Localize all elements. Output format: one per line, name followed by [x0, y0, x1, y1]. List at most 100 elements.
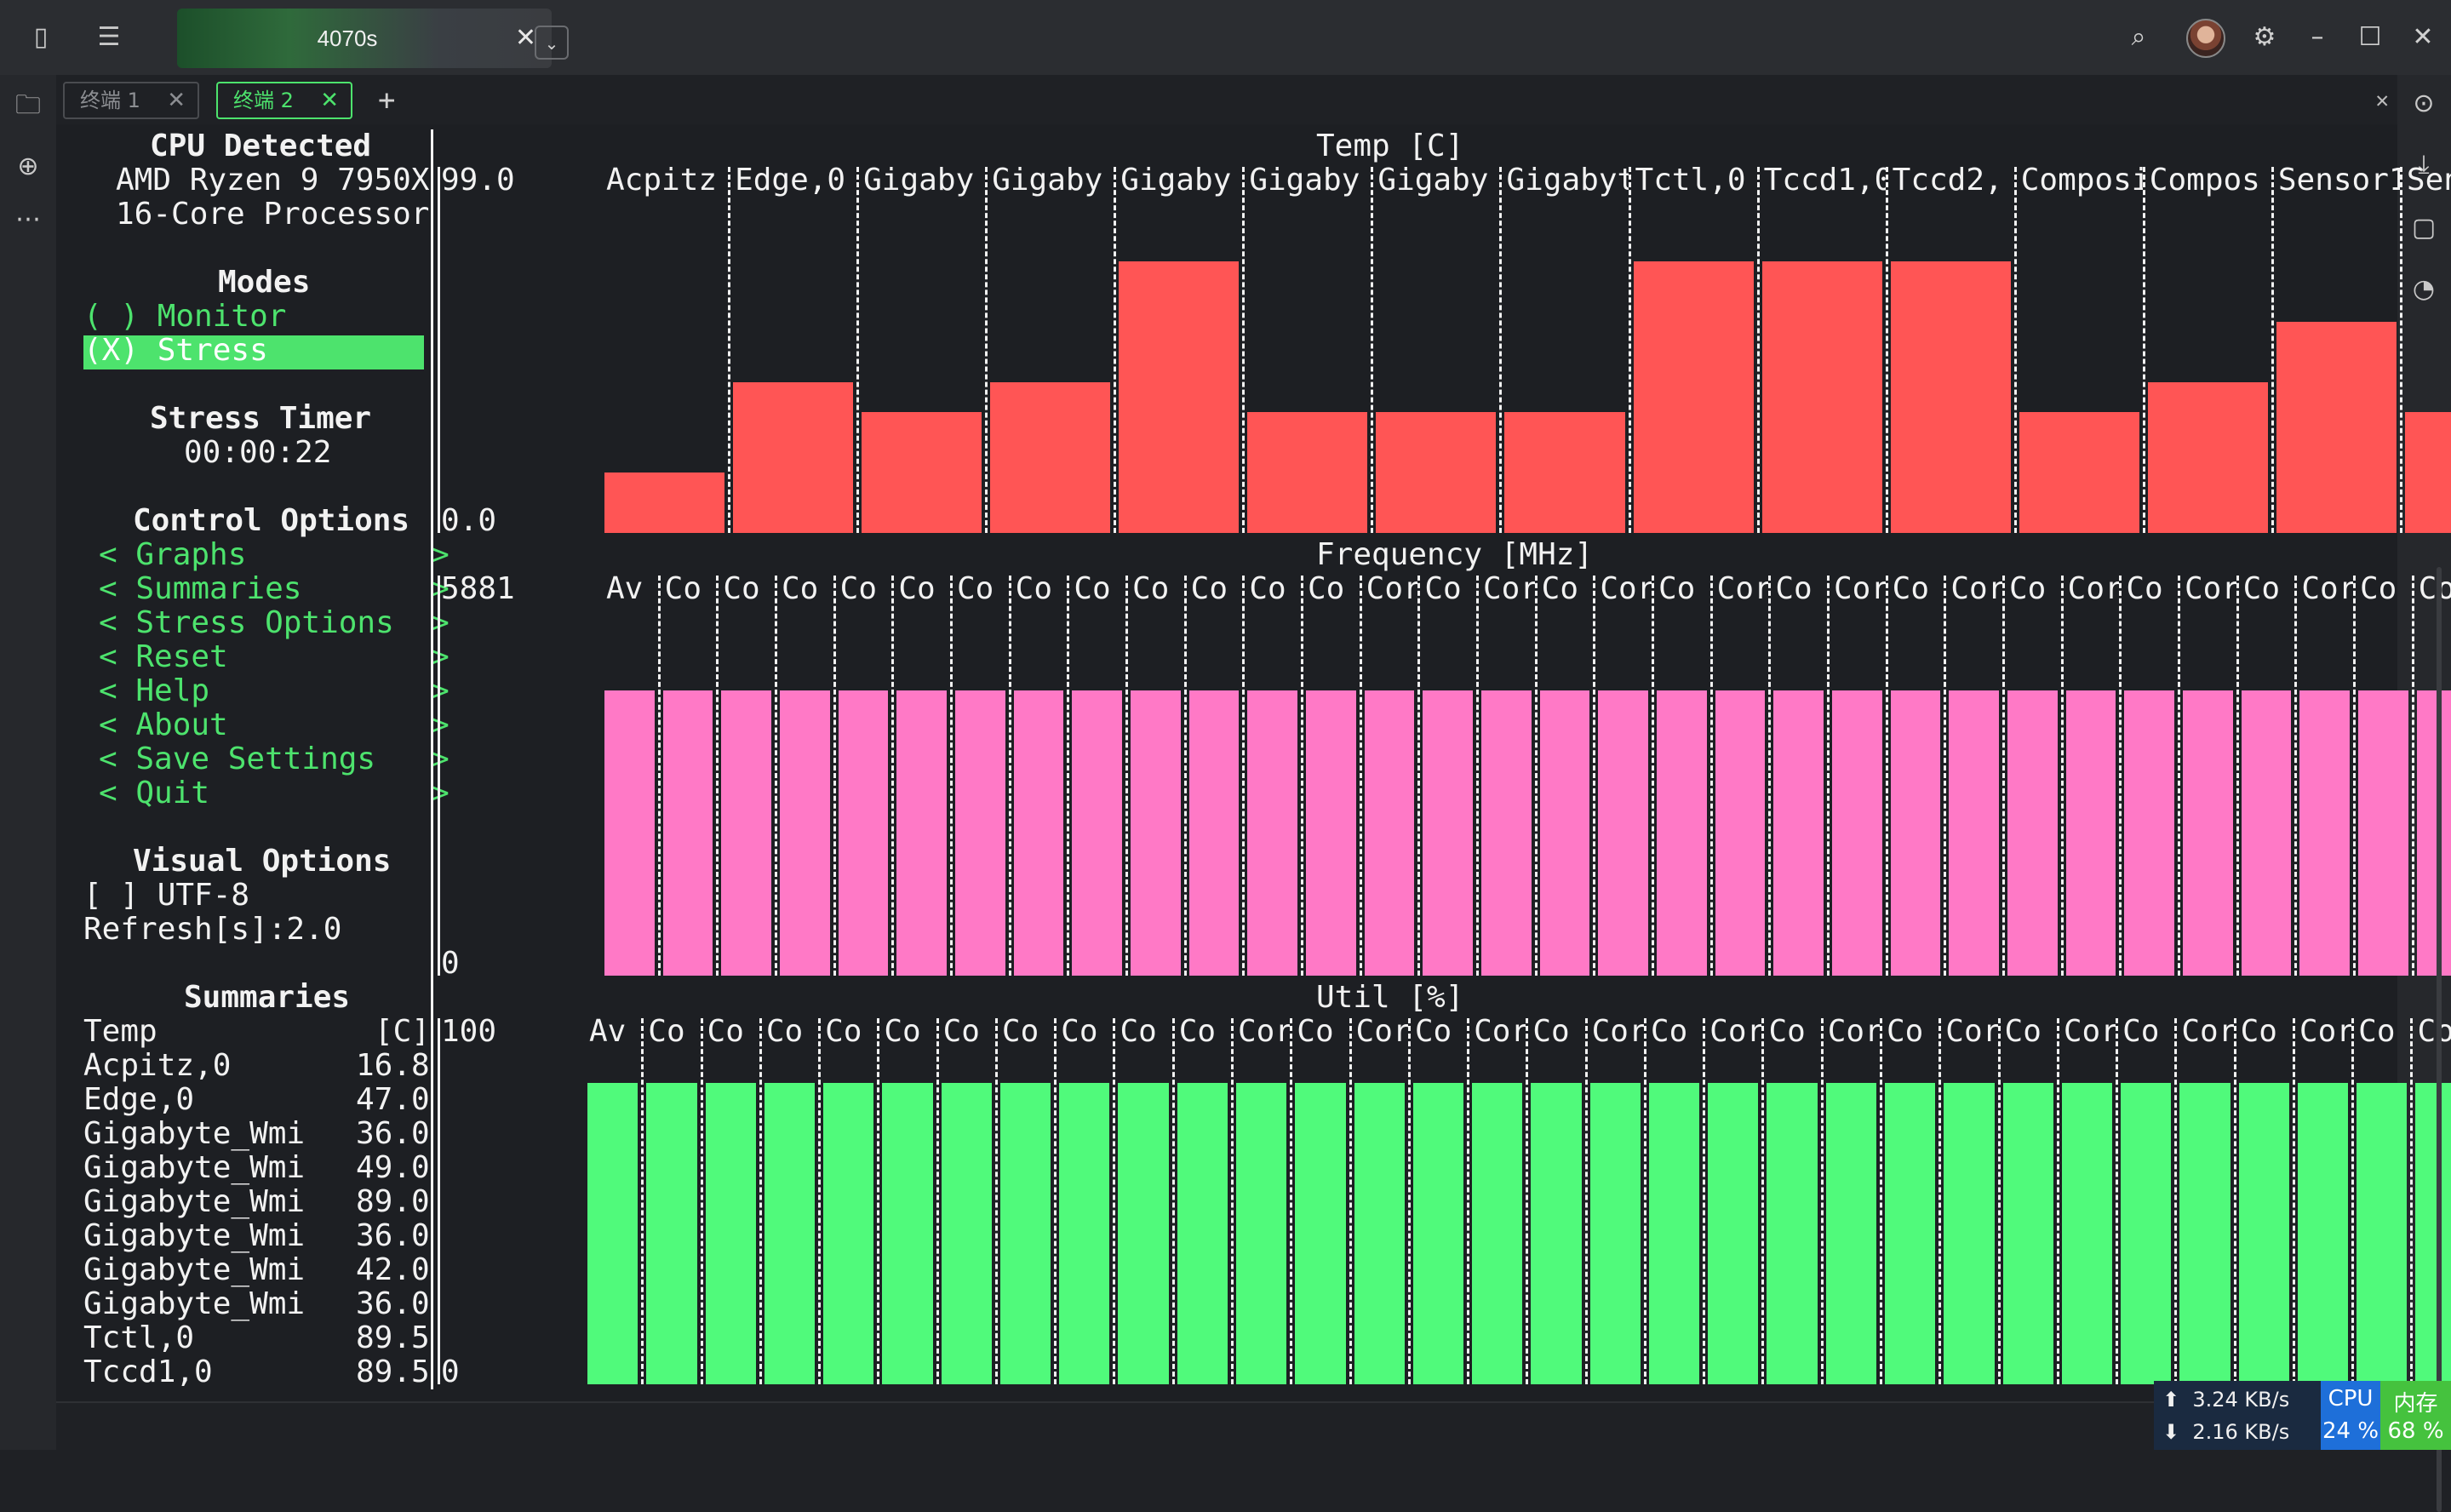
control-graphs[interactable]: < Graphs > — [99, 537, 450, 572]
session-tab-close-icon[interactable]: ✕ — [514, 24, 536, 52]
freq-column-separator — [1359, 576, 1362, 976]
util-column-separator — [994, 1018, 998, 1384]
freq-category-label: Co — [1308, 572, 1345, 606]
util-category-label: Cor — [2299, 1015, 2352, 1049]
close-tab-icon[interactable]: ✕ — [320, 88, 339, 113]
cpu-detected-title: CPU Detected — [150, 129, 372, 163]
close-pane-icon[interactable]: ✕ — [2375, 88, 2389, 113]
freq-category-label: Co — [1249, 572, 1286, 606]
freq-column-separator — [1242, 576, 1246, 976]
control-help[interactable]: < Help > — [99, 673, 450, 708]
util-bar — [1767, 1083, 1818, 1384]
temp-category-label: Gigabyt — [1506, 163, 1629, 198]
list-icon[interactable]: ☰ — [97, 22, 121, 52]
temp-bar — [862, 412, 982, 533]
temp-bar — [990, 382, 1111, 533]
freq-bar — [604, 690, 655, 976]
download-icon[interactable]: ⤓ — [2418, 150, 2430, 180]
freq-category-label: Co — [898, 572, 936, 606]
search-icon[interactable]: ⌕ — [2131, 22, 2146, 52]
mode-monitor-option[interactable]: ( ) Monitor — [83, 299, 287, 334]
control-about[interactable]: < About > — [99, 707, 450, 742]
control-summaries[interactable]: < Summaries > — [99, 571, 450, 606]
util-column-separator — [1171, 1018, 1175, 1384]
control-quit[interactable]: < Quit > — [99, 776, 450, 810]
download-speed: ⬇ 2.16 KB/s — [2162, 1420, 2290, 1444]
terminal-output[interactable]: CPU Detected AMD Ryzen 9 7950X 16-Core P… — [56, 124, 2451, 1512]
freq-bar — [1890, 690, 1941, 976]
util-column-separator — [1643, 1018, 1646, 1384]
util-category-label: Co — [1061, 1015, 1098, 1049]
control-reset[interactable]: < Reset > — [99, 639, 450, 674]
freq-category-label: Co — [2360, 572, 2397, 606]
scrollbar[interactable] — [2437, 567, 2442, 1512]
summary-row-value: 49.0 — [356, 1150, 430, 1185]
modes-title: Modes — [218, 265, 311, 300]
temp-column-separator — [1114, 167, 1117, 533]
util-column-separator — [700, 1018, 703, 1384]
freq-category-label: Cor — [2067, 572, 2120, 606]
visual-options-title: Visual Options — [133, 844, 392, 879]
summaries-title: Summaries — [184, 980, 351, 1015]
freq-column-separator — [1067, 576, 1070, 976]
target-icon[interactable]: ⊕ — [17, 152, 39, 181]
upload-icon[interactable]: ⊙ — [2413, 89, 2435, 118]
more-icon[interactable]: ⋯ — [15, 204, 41, 234]
utf8-checkbox[interactable]: [ ] UTF-8 — [83, 878, 250, 913]
freq-bar — [1715, 690, 1766, 976]
close-tab-icon[interactable]: ✕ — [167, 88, 186, 113]
bookmark-icon[interactable]: ▢ — [2411, 213, 2437, 243]
upload-speed: ⬆ 3.24 KB/s — [2162, 1388, 2290, 1412]
util-category-label: Co — [2240, 1015, 2277, 1049]
summary-row-value: 89.5 — [356, 1320, 430, 1355]
util-bar — [2357, 1083, 2408, 1384]
session-tab-active[interactable]: 4070s ✕ — [177, 9, 552, 68]
temp-ymax-label: 99.0 — [441, 163, 515, 198]
util-category-label: Co — [1120, 1015, 1157, 1049]
util-bar — [2002, 1083, 2053, 1384]
cpu-usage-value: 24 % — [2322, 1418, 2379, 1444]
util-bar — [1648, 1083, 1700, 1384]
util-bar — [1708, 1083, 1759, 1384]
control-stress-options[interactable]: < Stress Options > — [99, 605, 450, 640]
freq-y-axis — [438, 576, 440, 976]
tab-dropdown-button[interactable]: ⌄ — [535, 26, 569, 60]
control-save-settings[interactable]: < Save Settings > — [99, 742, 450, 776]
refresh-setting[interactable]: Refresh[s]:2.0 — [83, 912, 342, 947]
freq-column-separator — [1534, 576, 1538, 976]
summary-row-value: 16.8 — [356, 1048, 430, 1083]
book-icon[interactable]: ▯ — [33, 22, 49, 52]
mode-stress-option[interactable]: (X) Stress — [83, 333, 268, 368]
minimize-icon[interactable]: – — [2311, 22, 2324, 52]
util-column-separator — [2410, 1018, 2414, 1384]
util-category-label: Co — [1297, 1015, 1334, 1049]
freq-column-separator — [2353, 576, 2356, 976]
util-column-separator — [1584, 1018, 1588, 1384]
util-chart-title: Util [%] — [1316, 980, 1464, 1015]
freq-category-label: Cor — [1950, 572, 2002, 606]
gauge-icon[interactable]: ◔ — [2412, 274, 2436, 304]
util-category-label: Cor — [2417, 1015, 2451, 1049]
freq-bar — [2358, 690, 2408, 976]
maximize-icon[interactable]: ☐ — [2358, 22, 2382, 52]
util-bar — [1472, 1083, 1523, 1384]
stress-timer-value: 00:00:22 — [184, 435, 332, 470]
summary-row-value: 36.0 — [356, 1116, 430, 1151]
temp-column-separator — [2013, 167, 2017, 533]
freq-bar — [2299, 690, 2350, 976]
add-tab-button[interactable]: + — [378, 83, 396, 117]
terminal-tab-1[interactable]: 终端 1 ✕ — [63, 82, 199, 119]
close-icon[interactable]: ✕ — [2412, 22, 2434, 52]
util-category-label: Cor — [1591, 1015, 1644, 1049]
cpu-name-line1: AMD Ryzen 9 7950X — [116, 163, 430, 198]
util-category-label: Co — [1414, 1015, 1452, 1049]
util-category-label: Cor — [1355, 1015, 1408, 1049]
folder-icon[interactable]: 🗀 — [15, 90, 41, 120]
settings-icon[interactable]: ⚙ — [2253, 22, 2276, 52]
util-category-label: Co — [1768, 1015, 1806, 1049]
avatar[interactable] — [2186, 19, 2225, 58]
freq-bar — [896, 690, 947, 976]
terminal-tab-2[interactable]: 终端 2 ✕ — [216, 82, 352, 119]
summary-row-value: 47.0 — [356, 1082, 430, 1117]
freq-column-separator — [775, 576, 777, 976]
